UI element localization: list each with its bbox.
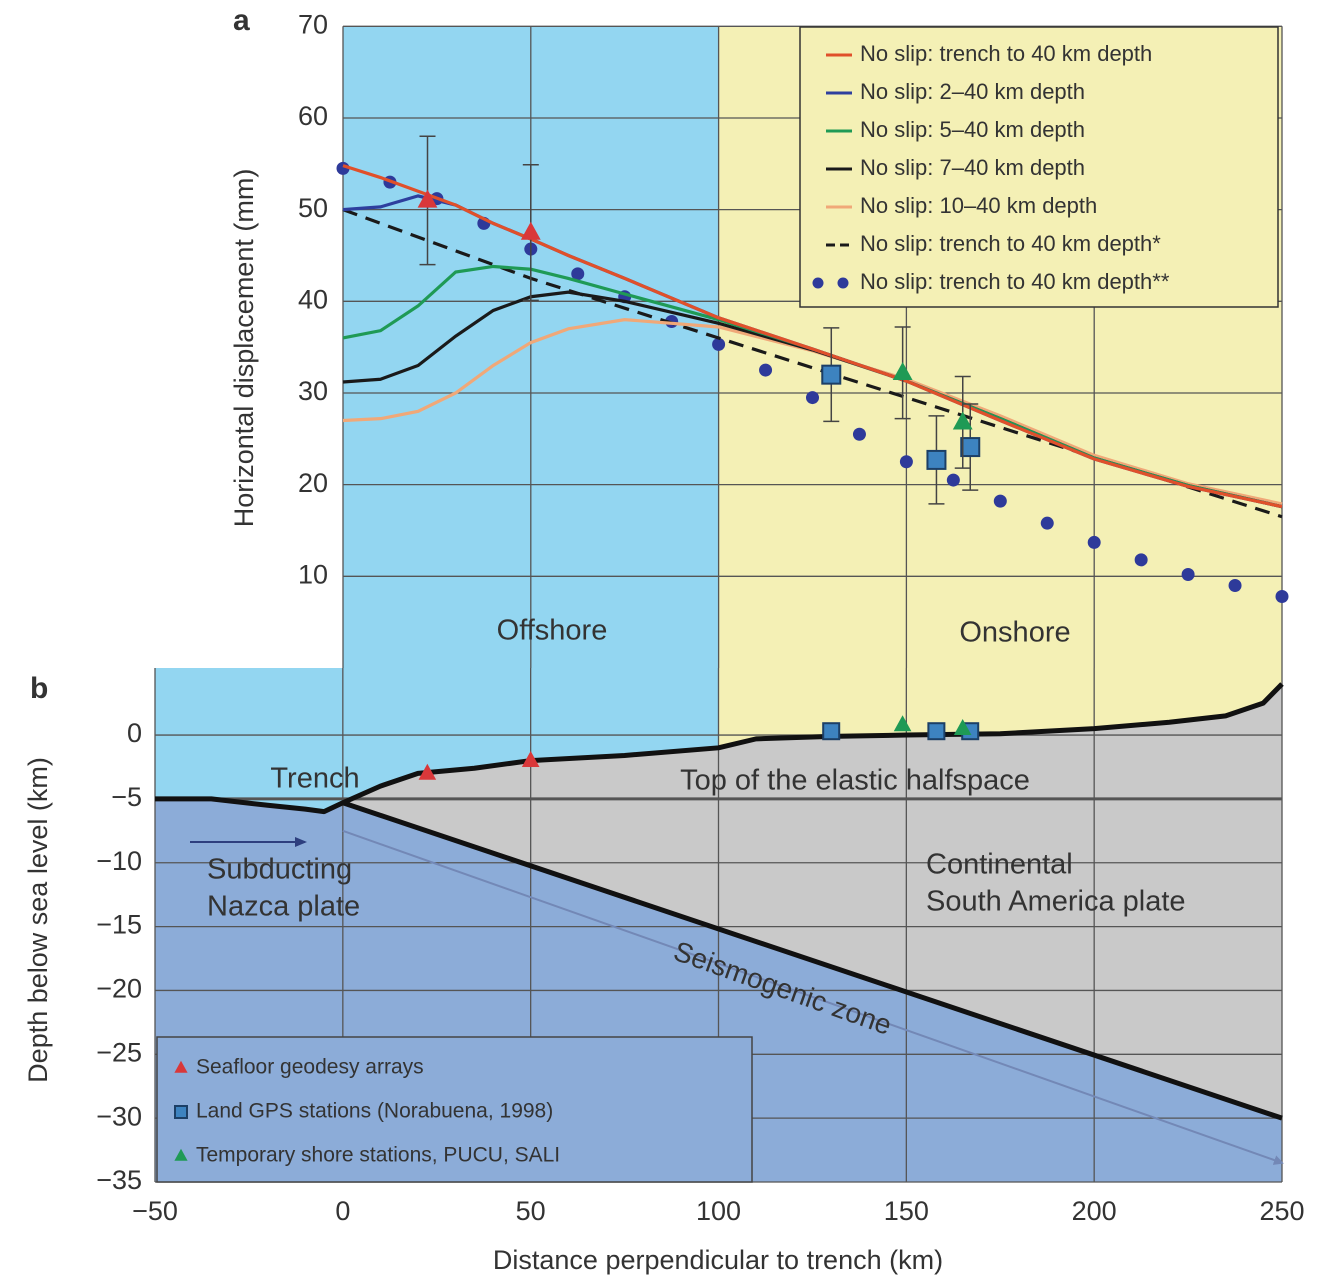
legend-label: No slip: trench to 40 km depth* — [860, 231, 1161, 256]
measurement — [892, 362, 913, 381]
legend-label: No slip: 2–40 km depth — [860, 79, 1085, 104]
legend-label: Seafloor geodesy arrays — [196, 1056, 424, 1079]
legend-box — [156, 1036, 753, 1183]
station — [953, 719, 972, 736]
crust-fill — [342, 683, 1282, 1119]
legend-box — [799, 26, 1279, 308]
y-tick-label: −30 — [96, 1101, 142, 1131]
model-dot — [1040, 516, 1054, 530]
measurement — [821, 364, 842, 385]
slab-line — [342, 800, 1283, 1121]
model-dot — [1181, 567, 1195, 581]
model-dot — [1134, 553, 1148, 567]
panel-label: a — [233, 4, 250, 37]
measurement — [520, 221, 541, 240]
y-axis-title: Horizontal displacement (mm) — [229, 169, 259, 528]
plate-label: Subducting — [207, 854, 352, 886]
legend-label: No slip: 5–40 km depth — [860, 117, 1085, 142]
x-tick-label: 0 — [335, 1196, 350, 1226]
y-tick-label: 70 — [298, 9, 328, 39]
y-axis-title: Depth below sea level (km) — [23, 757, 53, 1083]
station — [927, 722, 946, 741]
seismogenic-arrow — [342, 829, 1284, 1165]
legend-label: Land GPS stations (Norabuena, 1998) — [196, 1100, 553, 1123]
y-tick-label: −25 — [96, 1037, 142, 1067]
measurement — [417, 189, 438, 208]
model-dot — [946, 473, 960, 487]
station — [521, 750, 540, 767]
y-tick-label: −20 — [96, 974, 142, 1004]
legend-swatch — [174, 1148, 188, 1161]
y-tick-label: 0 — [127, 718, 142, 748]
measurement — [952, 411, 973, 430]
region-label: Offshore — [497, 615, 608, 647]
y-tick-label: −15 — [96, 910, 142, 940]
x-tick-label: 100 — [696, 1196, 741, 1226]
x-axis-title: Distance perpendicular to trench (km) — [493, 1245, 943, 1275]
legend-swatch — [812, 277, 824, 289]
legend-label: Temporary shore stations, PUCU, SALI — [196, 1144, 560, 1167]
model-dot — [993, 494, 1007, 508]
plate-label: Nazca plate — [207, 891, 360, 923]
model-dot — [1087, 535, 1101, 549]
y-tick-label: −5 — [111, 782, 142, 812]
station — [822, 722, 841, 741]
x-tick-label: −50 — [132, 1196, 178, 1226]
model-line — [342, 318, 1283, 506]
legend-label: No slip: trench to 40 km depth** — [860, 269, 1170, 294]
model-dot — [712, 337, 726, 351]
station — [893, 715, 912, 732]
legend-label: No slip: 7–40 km depth — [860, 155, 1085, 180]
y-tick-label: −35 — [96, 1165, 142, 1195]
y-tick-label: 60 — [298, 101, 328, 131]
x-tick-label: 200 — [1072, 1196, 1117, 1226]
x-tick-label: 250 — [1259, 1196, 1304, 1226]
y-tick-label: −10 — [96, 846, 142, 876]
y-tick-label: 40 — [298, 284, 328, 314]
y-tick-label: 30 — [298, 376, 328, 406]
model-dot — [899, 455, 913, 469]
legend-swatch — [174, 1060, 188, 1073]
annotation: Top of the elastic halfspace — [680, 765, 1030, 797]
legend-label: No slip: 10–40 km depth — [860, 193, 1097, 218]
model-dot — [1275, 589, 1289, 603]
region-label: Onshore — [959, 617, 1070, 649]
plate-label: South America plate — [926, 886, 1186, 918]
x-tick-label: 150 — [884, 1196, 929, 1226]
x-tick-label: 50 — [516, 1196, 546, 1226]
model-dot — [852, 427, 866, 441]
model-dot — [571, 267, 585, 281]
y-tick-label: 20 — [298, 468, 328, 498]
legend-swatch — [837, 277, 849, 289]
station — [418, 763, 437, 780]
panel-label: b — [30, 672, 48, 705]
measurement — [960, 437, 981, 458]
legend-swatch — [174, 1105, 188, 1119]
annotation: Trench — [270, 763, 359, 795]
model-dot — [1228, 578, 1242, 592]
model-dot — [806, 391, 819, 405]
seafloor-line — [155, 682, 1284, 815]
plate-label: Continental — [926, 849, 1073, 881]
legend-label: No slip: trench to 40 km depth — [860, 41, 1152, 66]
model-dot — [759, 363, 773, 377]
y-tick-label: 10 — [298, 559, 328, 589]
y-tick-label: 50 — [298, 193, 328, 223]
measurement — [926, 449, 947, 470]
